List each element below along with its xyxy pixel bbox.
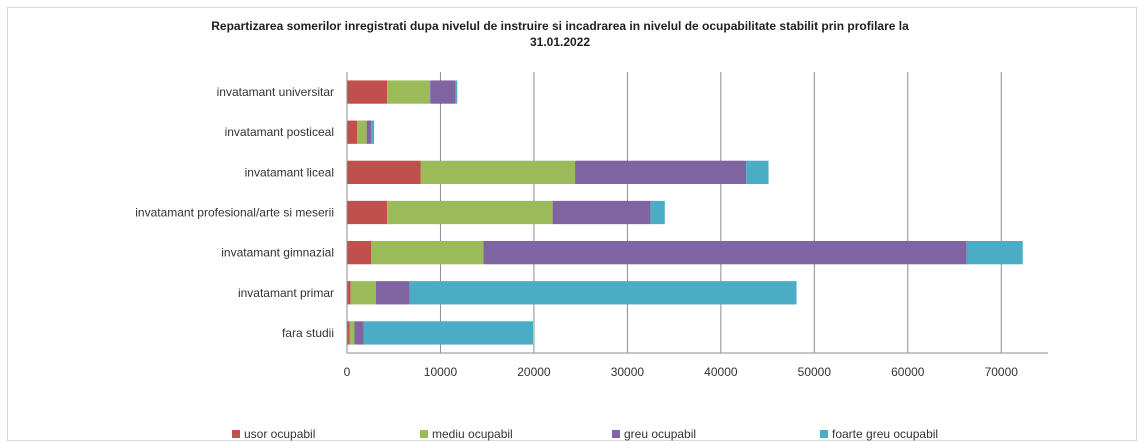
category-label-1: invatamant posticeal [225,125,334,139]
bar-6-0 [347,321,350,345]
bar-1-1 [357,120,367,144]
legend-swatch-3 [820,430,828,438]
bar-4-1 [371,241,484,265]
bar-5-2 [375,281,410,305]
chart-title-line-1: Repartizarea somerilor inregistrati dupa… [211,19,909,33]
bar-4-2 [483,241,967,265]
bar-4-3 [966,241,1023,265]
bar-6-2 [354,321,364,345]
chart-title-line-2: 31.01.2022 [530,35,590,49]
legend-label-3: foarte greu ocupabil [832,427,938,441]
category-label-0: invatamant universitar [217,85,334,99]
bar-2-2 [575,160,747,184]
legend-swatch-2 [612,430,620,438]
category-label-4: invatamant gimnazial [221,246,334,260]
bars [347,80,1023,345]
category-label-2: invatamant liceal [245,165,334,179]
bar-0-2 [430,80,456,104]
legend-label-2: greu ocupabil [624,427,696,441]
bar-0-0 [347,80,388,104]
grid-lines [439,72,1002,353]
bar-1-3 [371,120,375,144]
bar-5-0 [347,281,351,305]
bar-1-0 [347,120,358,144]
x-tick-label-1: 10000 [424,365,458,379]
x-tick-label-6: 60000 [891,365,925,379]
x-tick-label-3: 30000 [611,365,645,379]
category-label-3: invatamant profesional/arte si meserii [135,206,334,220]
bar-6-1 [349,321,355,345]
x-tick-label-2: 20000 [517,365,551,379]
x-tick-label-5: 50000 [798,365,832,379]
bar-3-1 [387,200,553,225]
bar-2-3 [746,160,769,184]
bar-3-2 [552,200,651,225]
bar-3-3 [650,200,665,225]
bar-0-3 [455,80,458,104]
bar-0-1 [387,80,431,104]
bar-4-0 [347,241,372,265]
bar-2-0 [347,160,421,184]
legend-swatch-0 [232,430,240,438]
bar-5-1 [350,281,376,305]
bar-1-2 [366,120,372,144]
legend-swatch-1 [420,430,428,438]
bar-5-3 [409,281,797,305]
legend-label-0: usor ocupabil [244,427,315,441]
axes: 0 10000 20000 30000 40000 50000 60000 70000 inva… [135,72,1048,379]
x-tick-label-0: 0 [344,365,351,379]
category-label-6: fara studii [282,326,334,340]
x-tick-label-7: 70000 [985,365,1019,379]
bar-2-1 [420,160,576,184]
category-label-5: invatamant primar [238,286,334,300]
x-tick-label-4: 40000 [704,365,738,379]
legend: usor ocupabil mediu ocupabil greu ocupabil… [232,427,938,441]
bar-6-3 [363,321,533,345]
bar-3-0 [347,200,388,225]
legend-label-1: mediu ocupabil [432,427,513,441]
